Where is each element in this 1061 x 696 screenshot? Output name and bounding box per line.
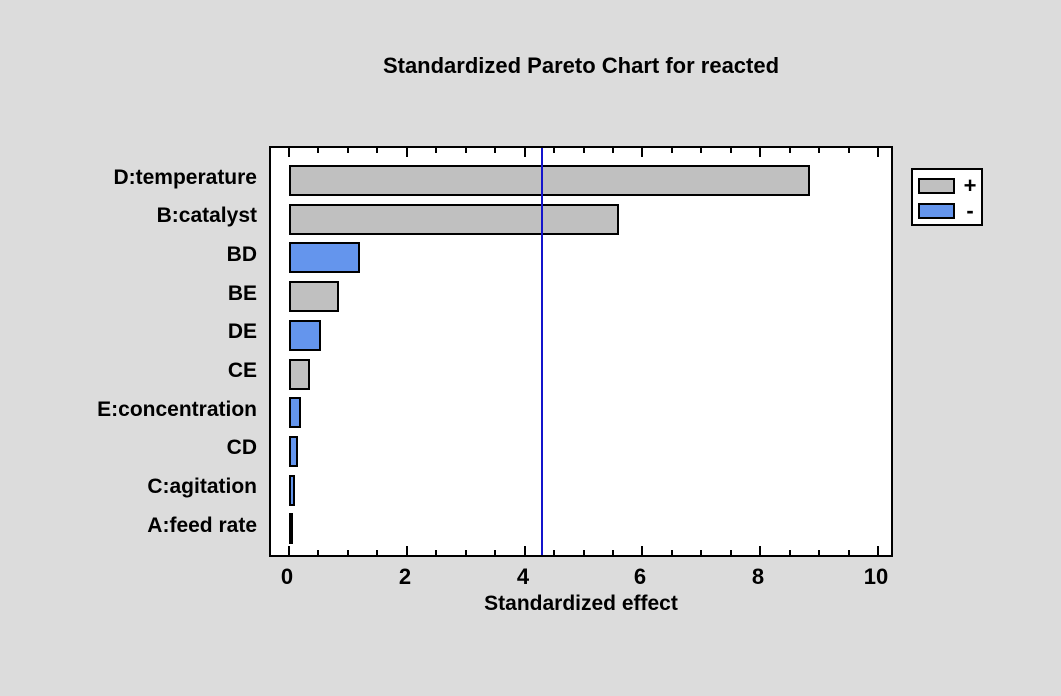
reference-line	[541, 148, 543, 555]
x-tick-label-2: 2	[398, 564, 412, 589]
minor-tick	[494, 148, 496, 153]
major-tick	[641, 546, 643, 555]
y-label-DE: DE	[227, 320, 257, 343]
bar-A:feed rate	[289, 513, 293, 544]
minor-tick	[553, 550, 555, 555]
x-tick-label-0: 0	[280, 564, 294, 589]
y-label-BD: BD	[226, 243, 257, 266]
bar-E:concentration	[289, 397, 301, 428]
y-label-D:temperature: D:temperature	[113, 166, 257, 189]
minor-tick	[347, 148, 349, 153]
major-tick	[524, 148, 526, 157]
minor-tick	[553, 148, 555, 153]
y-label-C:agitation: C:agitation	[147, 475, 257, 498]
minor-tick	[347, 550, 349, 555]
x-tick-label-8: 8	[751, 564, 765, 589]
legend-negative-label: -	[966, 198, 974, 223]
minor-tick	[671, 550, 673, 555]
major-tick	[877, 148, 879, 157]
bar-D:temperature	[289, 165, 810, 196]
minor-tick	[730, 148, 732, 153]
y-label-BE: BE	[227, 282, 257, 305]
minor-tick	[317, 550, 319, 555]
minor-tick	[435, 550, 437, 555]
legend-positive-swatch	[918, 178, 955, 194]
minor-tick	[818, 550, 820, 555]
legend-positive-label: +	[963, 173, 977, 198]
minor-tick	[435, 148, 437, 153]
minor-tick	[789, 148, 791, 153]
x-tick-label-6: 6	[633, 564, 647, 589]
legend: + -	[911, 168, 983, 226]
legend-negative-swatch	[918, 203, 955, 219]
minor-tick	[494, 550, 496, 555]
minor-tick	[465, 550, 467, 555]
y-label-A:feed rate: A:feed rate	[147, 514, 257, 537]
plot-area	[269, 146, 893, 557]
minor-tick	[376, 148, 378, 153]
bar-CD	[289, 436, 298, 467]
x-axis-title: Standardized effect	[484, 592, 678, 615]
chart-title: Standardized Pareto Chart for reacted	[382, 53, 780, 78]
major-tick	[759, 148, 761, 157]
bar-DE	[289, 320, 321, 351]
major-tick	[406, 148, 408, 157]
y-label-E:concentration: E:concentration	[97, 398, 257, 421]
minor-tick	[671, 148, 673, 153]
bar-C:agitation	[289, 475, 295, 506]
minor-tick	[317, 148, 319, 153]
major-tick	[524, 546, 526, 555]
major-tick	[641, 148, 643, 157]
minor-tick	[612, 550, 614, 555]
minor-tick	[376, 550, 378, 555]
minor-tick	[730, 550, 732, 555]
minor-tick	[848, 550, 850, 555]
minor-tick	[700, 550, 702, 555]
minor-tick	[583, 550, 585, 555]
y-label-CD: CD	[226, 436, 257, 459]
major-tick	[288, 148, 290, 157]
major-tick	[877, 546, 879, 555]
minor-tick	[700, 148, 702, 153]
bar-B:catalyst	[289, 204, 619, 235]
minor-tick	[789, 550, 791, 555]
minor-tick	[465, 148, 467, 153]
minor-tick	[818, 148, 820, 153]
major-tick	[406, 546, 408, 555]
bar-CE	[289, 359, 310, 390]
major-tick	[759, 546, 761, 555]
bar-BD	[289, 242, 360, 273]
major-tick	[288, 546, 290, 555]
x-tick-label-10: 10	[863, 564, 889, 589]
y-label-CE: CE	[227, 359, 257, 382]
bar-BE	[289, 281, 339, 312]
y-label-B:catalyst: B:catalyst	[156, 204, 257, 227]
minor-tick	[848, 148, 850, 153]
minor-tick	[583, 148, 585, 153]
minor-tick	[612, 148, 614, 153]
x-tick-label-4: 4	[516, 564, 530, 589]
